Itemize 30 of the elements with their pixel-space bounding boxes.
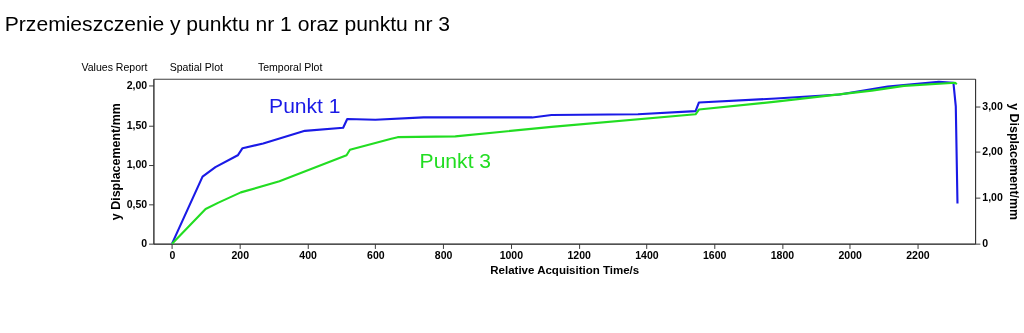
y2-tick-label: 2,00 [982,145,1003,158]
x-tick-label: 1200 [567,249,591,262]
x-tick-label: 0 [169,249,176,262]
x-tick-label: 1400 [635,249,659,262]
y2-tick-label: 3,00 [982,99,1003,112]
y-tick-label: 1,00 [126,158,148,171]
x-tick-label: 600 [367,249,385,262]
x-tick-label: 2200 [906,249,930,262]
x-tick-label: 200 [231,249,250,262]
y2-axis-title: y Displacement/mm [1006,103,1021,221]
x-tick-label: 800 [434,249,453,262]
y-tick-label: 0 [141,237,148,250]
x-tick-label: 1600 [702,249,727,262]
x-axis-title: Relative Acquisition Time/s [490,263,640,276]
x-tick-label: 1000 [499,249,524,262]
y2-tick-label: 1,00 [982,191,1003,204]
chart-title: Przemieszczenie y punktu nr 1 oraz punktu nr 3 [4,11,451,35]
x-tick-label: 1800 [770,249,795,262]
y2-tick-label: 0 [982,237,989,250]
text: Temporal Plot [257,61,323,74]
text: Spatial Plot [169,61,224,74]
y-tick-label: 2,00 [126,79,148,92]
x-tick-label: 400 [299,249,317,262]
y-tick-label: 1,50 [126,118,148,131]
y-axis-title: y Displacement/mm [108,103,123,221]
series-label: Punkt 1 [269,94,341,118]
x-tick-label: 2000 [838,249,863,262]
y-tick-label: 0,50 [126,197,148,210]
text: Values Report [81,61,148,74]
series-label: Punkt 3 [419,149,492,172]
